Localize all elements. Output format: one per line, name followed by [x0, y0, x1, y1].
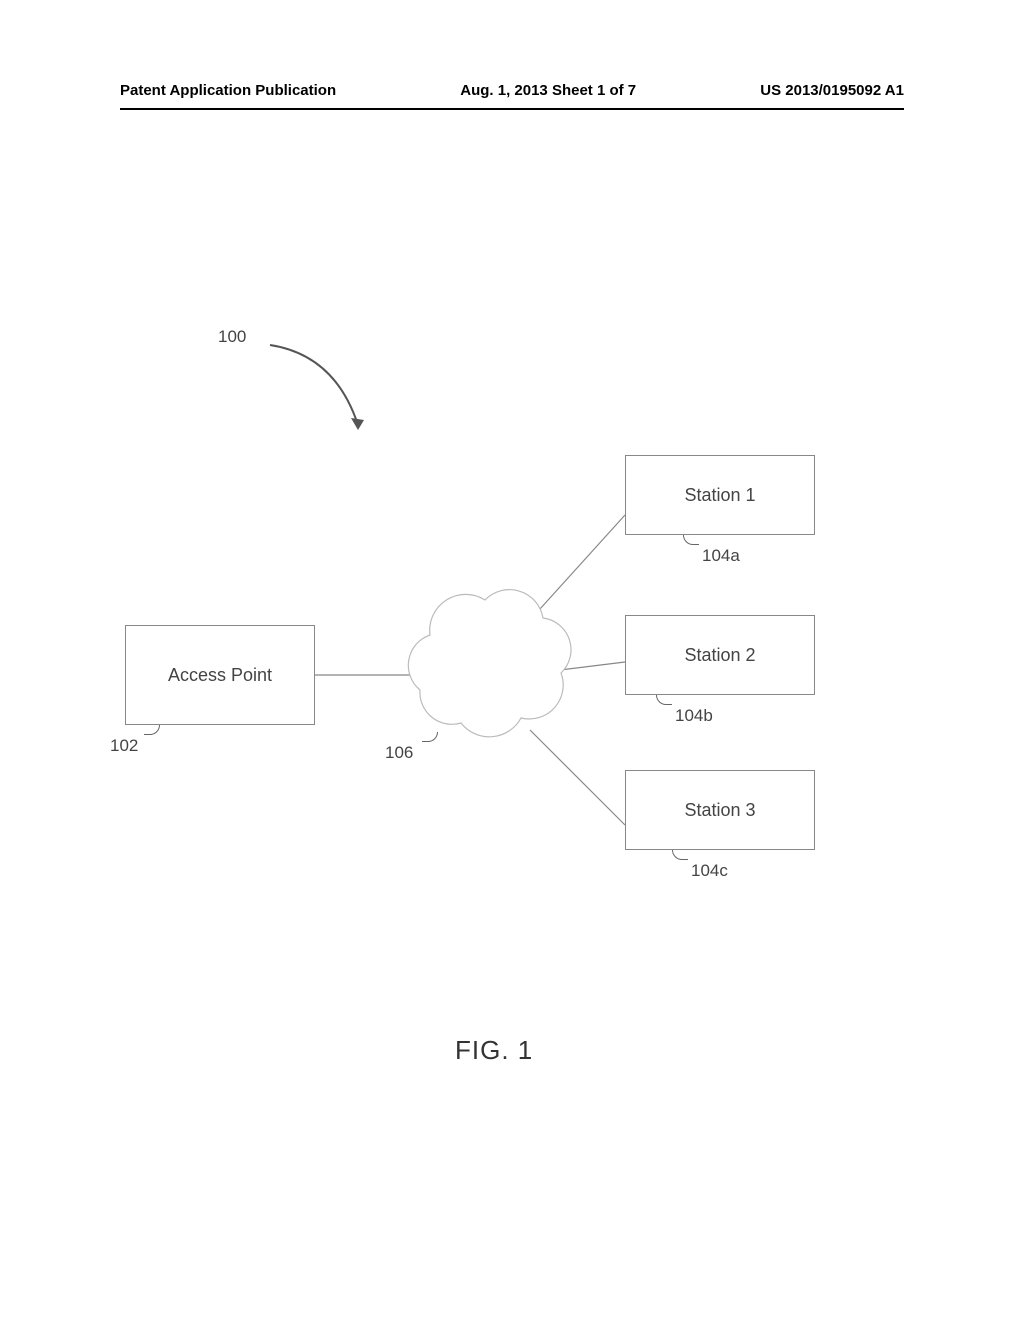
header-left: Patent Application Publication: [120, 82, 336, 99]
header-center: Aug. 1, 2013 Sheet 1 of 7: [460, 82, 636, 99]
page-header: Patent Application Publication Aug. 1, 2…: [0, 82, 1024, 99]
node-station-3-label: Station 3: [684, 800, 755, 821]
figure-label: FIG. 1: [455, 1035, 533, 1066]
figure-diagram: 100 Access Point 102 106 Station 1 104a …: [0, 300, 1024, 1000]
cloud-icon: [408, 590, 571, 737]
node-access-point: Access Point: [125, 625, 315, 725]
header-right: US 2013/0195092 A1: [760, 82, 904, 99]
ref-arrow-100: [270, 345, 358, 425]
ref-104a: 104a: [702, 546, 740, 566]
figure-ref-100: 100: [218, 327, 246, 347]
ref-104c: 104c: [691, 861, 728, 881]
ref-102: 102: [110, 736, 138, 756]
header-rule: [120, 108, 904, 110]
edge-cloud-s2: [560, 662, 625, 670]
node-station-2-label: Station 2: [684, 645, 755, 666]
node-station-1-label: Station 1: [684, 485, 755, 506]
node-station-2: Station 2: [625, 615, 815, 695]
ref-106: 106: [385, 743, 413, 763]
edge-cloud-s3: [530, 730, 625, 825]
ref-104b: 104b: [675, 706, 713, 726]
ref-arrowhead-100: [351, 418, 364, 430]
node-station-3: Station 3: [625, 770, 815, 850]
edge-cloud-s1: [530, 515, 625, 620]
node-station-1: Station 1: [625, 455, 815, 535]
node-access-point-label: Access Point: [168, 665, 272, 686]
